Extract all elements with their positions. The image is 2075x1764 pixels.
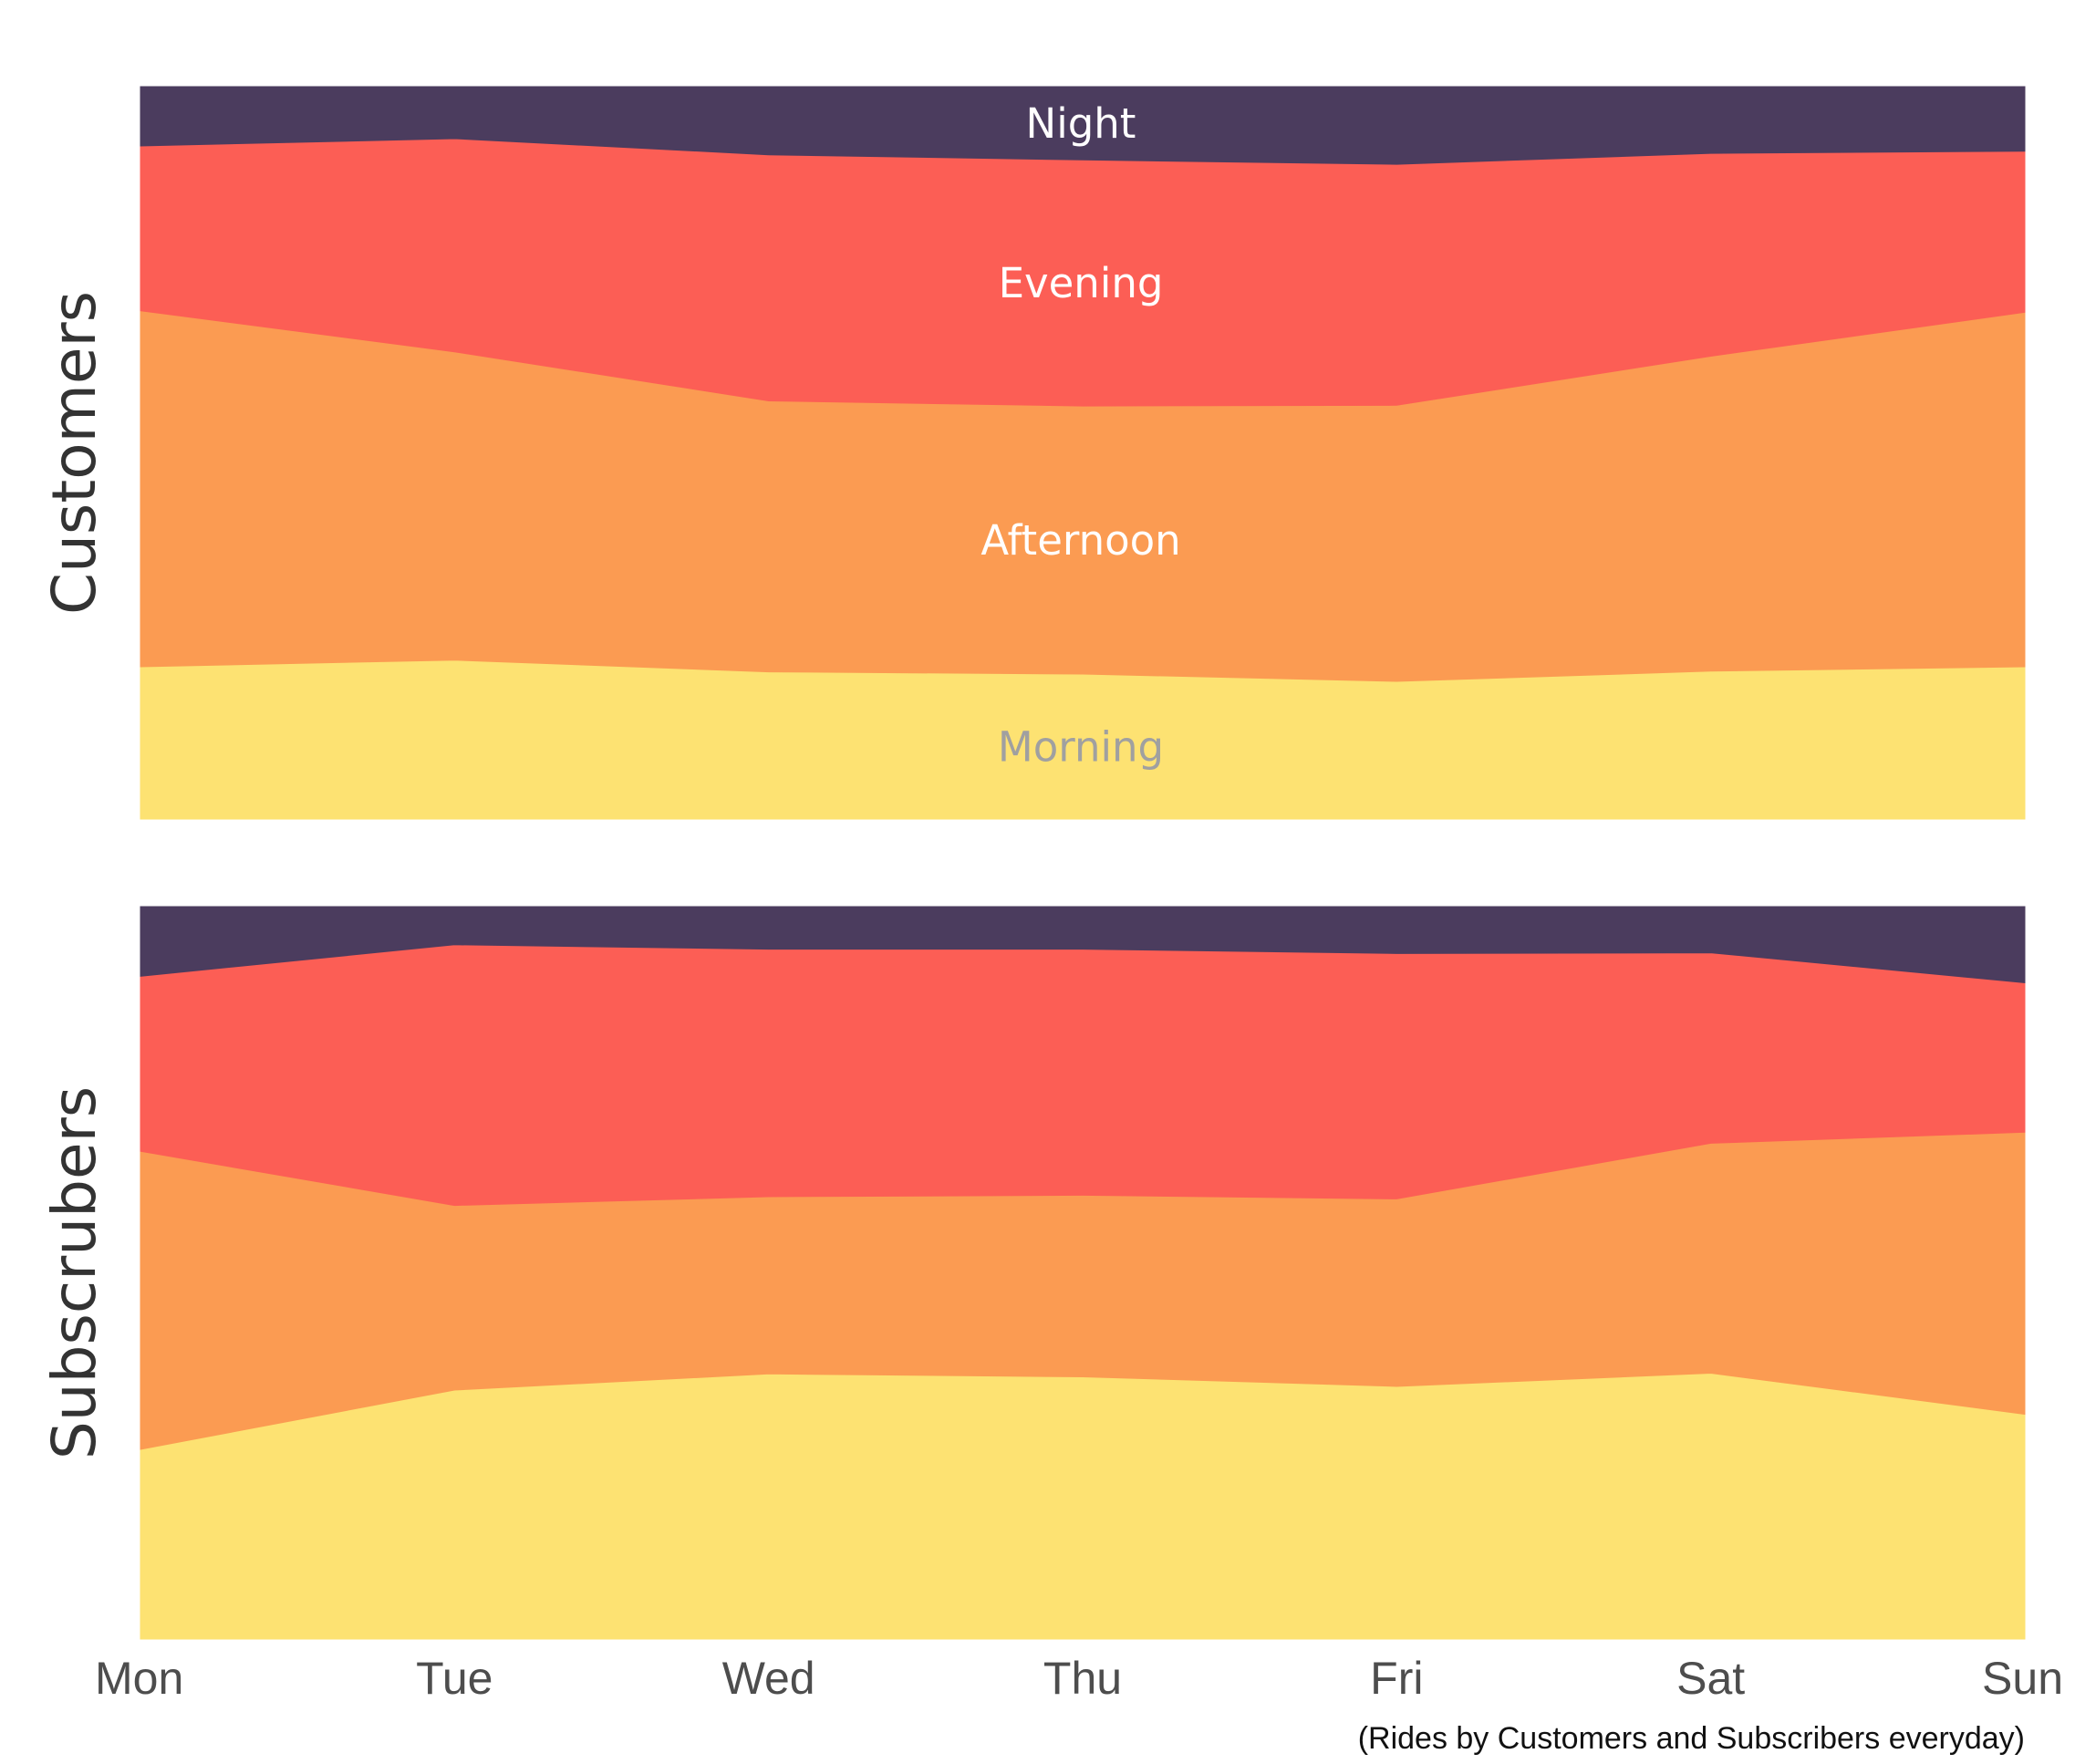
panel-label-subscrubers: Subscrubers xyxy=(39,1086,109,1459)
x-tick-label-fri: Fri xyxy=(1370,1653,1423,1704)
panel-label-customers: Customers xyxy=(39,291,109,615)
band-label-evening: Evening xyxy=(999,259,1164,307)
panel-subscrubers: Subscrubers xyxy=(39,906,2026,1640)
band-label-morning: Morning xyxy=(998,723,1164,772)
band-label-night: Night xyxy=(1026,99,1136,148)
x-tick-label-thu: Thu xyxy=(1043,1653,1122,1704)
chart-caption: (Rides by Customers and Subscribers ever… xyxy=(1358,1721,2025,1756)
x-tick-label-tue: Tue xyxy=(416,1653,493,1704)
area-subscrubers-morning xyxy=(140,1372,2026,1640)
panel-customers: Morning Afternoon Evening Night Customers xyxy=(39,86,2026,820)
x-tick-label-wed: Wed xyxy=(722,1653,815,1704)
area-subscrubers-night xyxy=(140,906,2026,984)
x-tick-label-sat: Sat xyxy=(1676,1653,1745,1704)
x-tick-label-sun: Sun xyxy=(1982,1653,2063,1704)
band-label-afternoon: Afternoon xyxy=(980,516,1180,565)
area-customers-night xyxy=(140,86,2026,165)
x-tick-label-mon: Mon xyxy=(95,1653,183,1704)
